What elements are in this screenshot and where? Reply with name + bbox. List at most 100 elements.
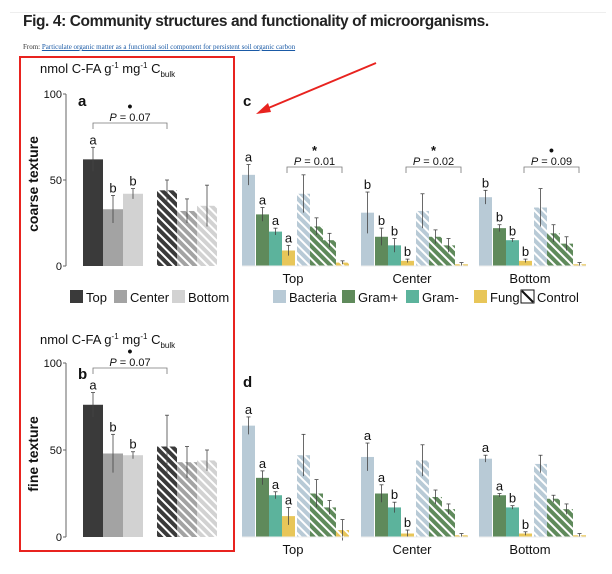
legend-swatch-top (70, 290, 83, 303)
bar-fungi-center (401, 260, 414, 266)
bar-gram-control-center (442, 245, 455, 266)
unit-sub: bulk (160, 341, 176, 350)
legend-label-fungi: Fungi (490, 290, 523, 305)
y-tick-label: 0 (56, 261, 62, 273)
bar-bacteria-control-center (416, 460, 429, 537)
p-label: P (294, 156, 302, 168)
significance-symbol: * (431, 143, 437, 158)
significance-letter: a (259, 456, 267, 471)
significance-letter: a (496, 479, 504, 494)
figure-title: Fig. 4: Community structures and functio… (23, 13, 489, 30)
bar-gram-center (375, 236, 388, 266)
bar-top (83, 404, 103, 537)
significance-symbol: * (312, 143, 318, 158)
unit-sup2: -1 (140, 332, 148, 341)
significance-bracket (286, 166, 343, 173)
unit-label: nmol C-FA g-1 mg-1 Cbulk (40, 61, 176, 79)
bar-gram-control-bottom (560, 509, 573, 537)
legend-swatch-center (114, 290, 127, 303)
significance-letter: b (109, 180, 116, 195)
bar-fungi-bottom (519, 260, 532, 266)
y-tick-label: 100 (44, 358, 62, 370)
bar-gram-bottom (493, 228, 506, 266)
significance-letter: b (482, 175, 489, 190)
bar-gram-bottom (506, 507, 519, 537)
bar-bacteria-control-bottom (534, 207, 547, 266)
significance-letter: a (285, 492, 293, 507)
bar-gram-control-top (323, 507, 336, 537)
significance-bracket (523, 166, 580, 173)
from-label: From: (23, 43, 41, 51)
bar-gram-control-bottom (547, 233, 560, 266)
significance-letter: b (404, 515, 411, 530)
bar-gram-control-bottom (560, 243, 573, 266)
bar-gram-top (269, 495, 282, 537)
bar-bacteria-control-top (297, 455, 310, 537)
bar-bottom (123, 455, 143, 537)
bar-gram-control-bottom (547, 498, 560, 537)
y-axis-title: fine texture (25, 416, 41, 492)
significance-letter: b (129, 174, 136, 189)
legend-swatch-gram (406, 290, 419, 303)
significance-letter: b (509, 223, 516, 238)
unit-c: C (147, 61, 160, 76)
source-line: From: Particulate organic matter as a fu… (23, 43, 295, 51)
significance-letter: b (509, 491, 516, 506)
legend-label-gram: Gram+ (358, 290, 398, 305)
bar-gram-control-center (429, 236, 442, 266)
unit-base: nmol C-FA g (40, 332, 112, 347)
y-tick-label: 50 (50, 445, 62, 457)
bar-gram-top (269, 231, 282, 266)
p-label: P (413, 156, 421, 168)
panel-label: a (78, 93, 87, 110)
bar-bottom (123, 193, 143, 266)
p-value-text: = 0.02 (420, 156, 454, 168)
significance-letter: b (391, 223, 398, 238)
unit-c: C (147, 332, 160, 347)
bar-bacteria-top (242, 174, 255, 266)
y-tick-label: 50 (50, 175, 62, 187)
bar-bacteria-bottom (479, 197, 492, 266)
significance-letter: a (364, 428, 372, 443)
significance-letter: a (89, 378, 97, 393)
bar-gram-top (256, 477, 269, 537)
significance-letter: b (496, 210, 503, 225)
p-value: P = 0.09 (531, 156, 572, 168)
significance-letter: b (129, 437, 136, 452)
bar-bacteria-control-center (416, 210, 429, 266)
bar-gram-center (388, 507, 401, 537)
bar-top-control (157, 446, 177, 537)
category-label: Center (392, 542, 432, 557)
significance-letter: b (391, 487, 398, 502)
bar-gram-bottom (506, 240, 519, 266)
legend-swatch-bottom (172, 290, 185, 303)
significance-letter: b (364, 177, 371, 192)
bar-bacteria-center (361, 456, 374, 537)
p-label: P (531, 156, 539, 168)
source-article-link[interactable]: Particulate organic matter as a function… (41, 43, 296, 51)
significance-symbol: • (549, 142, 554, 158)
unit-sup1: -1 (112, 332, 120, 341)
bar-gram-control-center (442, 509, 455, 537)
bar-bacteria-center (361, 212, 374, 266)
bar-top (83, 159, 103, 266)
significance-letter: b (522, 244, 529, 259)
significance-symbol: • (128, 98, 133, 114)
bar-bottom-control (197, 460, 217, 537)
p-value: P = 0.07 (109, 112, 150, 124)
divider (10, 12, 606, 13)
legend-label-bacteria: Bacteria (289, 290, 337, 305)
significance-letter: a (259, 193, 267, 208)
legend-swatch-fungi (474, 290, 487, 303)
legend-swatch-gram (342, 290, 355, 303)
p-value-text: = 0.07 (117, 357, 151, 369)
legend-label-top: Top (86, 290, 107, 305)
panel-label: c (243, 93, 251, 110)
bar-top-control (157, 190, 177, 266)
p-value-text: = 0.07 (117, 112, 151, 124)
category-label: Center (392, 271, 432, 286)
unit-mid: mg (119, 332, 141, 347)
significance-letter: a (272, 213, 280, 228)
legend-label-control: Control (537, 290, 579, 305)
bar-bacteria-top (242, 425, 255, 537)
